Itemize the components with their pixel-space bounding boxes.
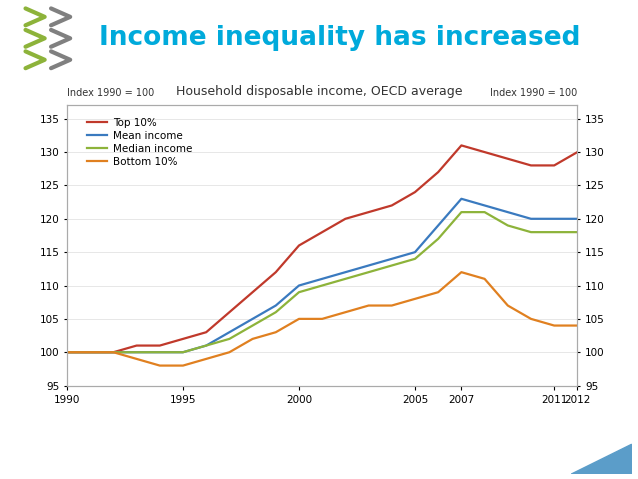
- Text: Index 1990 = 100: Index 1990 = 100: [490, 88, 577, 98]
- Polygon shape: [571, 445, 632, 474]
- Text: Income inequality has increased: Income inequality has increased: [99, 25, 581, 51]
- Text: Index 1990 = 100: Index 1990 = 100: [67, 88, 154, 98]
- Text: Household disposable income, OECD average: Household disposable income, OECD averag…: [175, 85, 463, 98]
- Legend: Top 10%, Mean income, Median income, Bottom 10%: Top 10%, Mean income, Median income, Bot…: [82, 114, 196, 171]
- Text: Average income growth per year – Top 10%: 1.2% ↔ Bottom 10%: 0.2%: Average income growth per year – Top 10%…: [17, 438, 466, 451]
- Text: 8: 8: [600, 435, 609, 451]
